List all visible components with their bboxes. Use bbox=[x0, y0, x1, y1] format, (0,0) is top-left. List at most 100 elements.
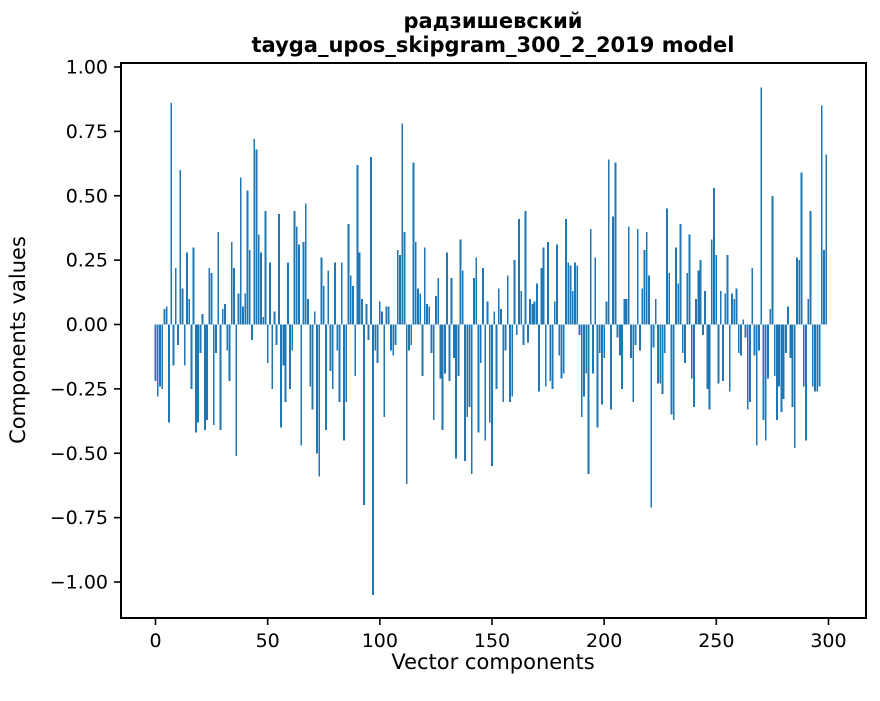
bar bbox=[291, 324, 294, 351]
bar bbox=[672, 324, 675, 420]
bar bbox=[448, 324, 451, 382]
bar bbox=[520, 291, 523, 325]
bar bbox=[248, 249, 251, 325]
bar bbox=[495, 324, 498, 389]
bar bbox=[354, 324, 357, 376]
bar bbox=[477, 324, 480, 433]
bar bbox=[625, 298, 628, 325]
bar bbox=[556, 244, 558, 325]
bar bbox=[648, 275, 650, 325]
bar bbox=[423, 247, 426, 325]
bar bbox=[372, 324, 374, 595]
bar bbox=[767, 324, 769, 379]
bar bbox=[531, 303, 534, 325]
bar bbox=[286, 262, 289, 325]
bar bbox=[802, 324, 805, 387]
bar bbox=[320, 257, 323, 325]
bar bbox=[663, 324, 666, 353]
bar bbox=[412, 162, 415, 325]
bar bbox=[331, 324, 334, 389]
bar bbox=[692, 324, 695, 407]
y-tick-label: 1.00 bbox=[66, 57, 108, 79]
chart-subtitle: tayga_upos_skipgram_300_2_2019 model bbox=[252, 33, 735, 57]
bar bbox=[553, 301, 556, 325]
bar bbox=[679, 224, 682, 325]
bar bbox=[215, 324, 217, 353]
bar bbox=[737, 324, 740, 353]
bar bbox=[731, 293, 733, 325]
bar bbox=[657, 324, 659, 384]
bar bbox=[262, 316, 265, 325]
bar bbox=[627, 226, 630, 325]
bar bbox=[340, 262, 343, 325]
bar bbox=[708, 324, 711, 410]
bar bbox=[156, 324, 159, 397]
bar bbox=[257, 234, 260, 325]
bar bbox=[304, 203, 307, 325]
bar bbox=[791, 324, 794, 407]
bar bbox=[547, 242, 549, 325]
bar bbox=[491, 324, 493, 467]
bar bbox=[641, 288, 644, 325]
bar bbox=[814, 324, 816, 392]
bar bbox=[823, 249, 825, 325]
bar bbox=[596, 324, 599, 428]
bar bbox=[549, 324, 552, 382]
bar bbox=[621, 324, 624, 389]
x-tick-label: 250 bbox=[698, 630, 734, 652]
bar bbox=[311, 324, 314, 410]
bar bbox=[677, 283, 680, 325]
bar bbox=[540, 267, 543, 325]
bars-group bbox=[154, 87, 828, 595]
bar bbox=[675, 247, 677, 325]
bar bbox=[226, 324, 229, 351]
bar bbox=[612, 216, 615, 325]
bar bbox=[726, 254, 729, 325]
bar bbox=[609, 324, 612, 410]
bar bbox=[598, 324, 601, 353]
bar bbox=[484, 324, 487, 441]
bar bbox=[443, 324, 446, 374]
bar bbox=[161, 324, 164, 389]
bar bbox=[502, 324, 505, 402]
bar bbox=[643, 249, 646, 325]
bar bbox=[697, 270, 700, 325]
bar bbox=[327, 270, 330, 325]
bar bbox=[787, 306, 790, 325]
bar bbox=[618, 324, 621, 356]
bar bbox=[419, 293, 422, 325]
bar bbox=[289, 324, 291, 389]
bar bbox=[470, 324, 473, 474]
bar bbox=[796, 257, 798, 325]
bar bbox=[349, 275, 352, 325]
bar bbox=[360, 298, 363, 325]
bar bbox=[381, 311, 383, 325]
bar bbox=[479, 324, 482, 364]
bar bbox=[746, 324, 749, 410]
y-tick-label: −0.50 bbox=[50, 443, 108, 465]
bar bbox=[706, 324, 709, 389]
bar bbox=[208, 267, 211, 325]
bar bbox=[203, 324, 206, 431]
bar bbox=[302, 242, 305, 325]
bar bbox=[589, 229, 592, 325]
bar bbox=[583, 324, 585, 397]
bar bbox=[352, 285, 354, 325]
bar bbox=[482, 267, 484, 325]
bar bbox=[475, 257, 478, 325]
bar bbox=[390, 324, 392, 351]
bar bbox=[298, 244, 300, 325]
bar bbox=[695, 298, 698, 325]
bar bbox=[450, 278, 453, 325]
y-tick-label: 0.25 bbox=[66, 250, 108, 272]
x-tick-label: 0 bbox=[149, 630, 161, 652]
bar bbox=[363, 324, 366, 505]
bar bbox=[385, 306, 388, 325]
y-tick-label: 0.00 bbox=[66, 314, 108, 336]
bar bbox=[607, 159, 610, 325]
y-axis-label: Components values bbox=[6, 236, 30, 444]
bar bbox=[237, 293, 240, 325]
bar bbox=[452, 324, 455, 358]
bar bbox=[275, 324, 278, 346]
bar bbox=[439, 324, 442, 379]
